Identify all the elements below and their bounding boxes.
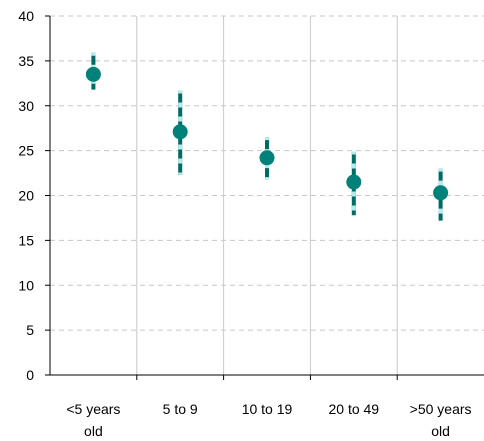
x-category-label: <5 years (66, 401, 120, 417)
data-point (433, 185, 449, 201)
y-tick-label: 35 (18, 53, 34, 69)
x-category-label: 20 to 49 (328, 401, 379, 417)
axis-layer (45, 15, 484, 380)
x-category-label: old (84, 423, 103, 439)
y-tick-label: 0 (26, 367, 34, 383)
y-tick-label: 25 (18, 143, 34, 159)
x-category-label: 10 to 19 (242, 401, 293, 417)
label-layer: 0 5 10 15 20 25 30 35 40 <5 years old 5 to 9 10 to 1… (18, 8, 471, 439)
data-point (259, 150, 275, 166)
x-category-label: 5 to 9 (163, 401, 198, 417)
y-tick-label: 10 (18, 277, 34, 293)
y-tick-label: 30 (18, 98, 34, 114)
marks-layer (85, 52, 449, 221)
y-tick-label: 15 (18, 232, 34, 248)
grid-layer (50, 15, 484, 375)
y-tick-label: 5 (26, 322, 34, 338)
data-point (172, 124, 188, 140)
x-category-label: >50 years (410, 401, 472, 417)
data-point (346, 174, 362, 190)
x-category-label: old (431, 423, 450, 439)
y-tick-label: 20 (18, 188, 34, 204)
y-tick-label: 40 (18, 8, 34, 24)
data-point (85, 66, 101, 82)
